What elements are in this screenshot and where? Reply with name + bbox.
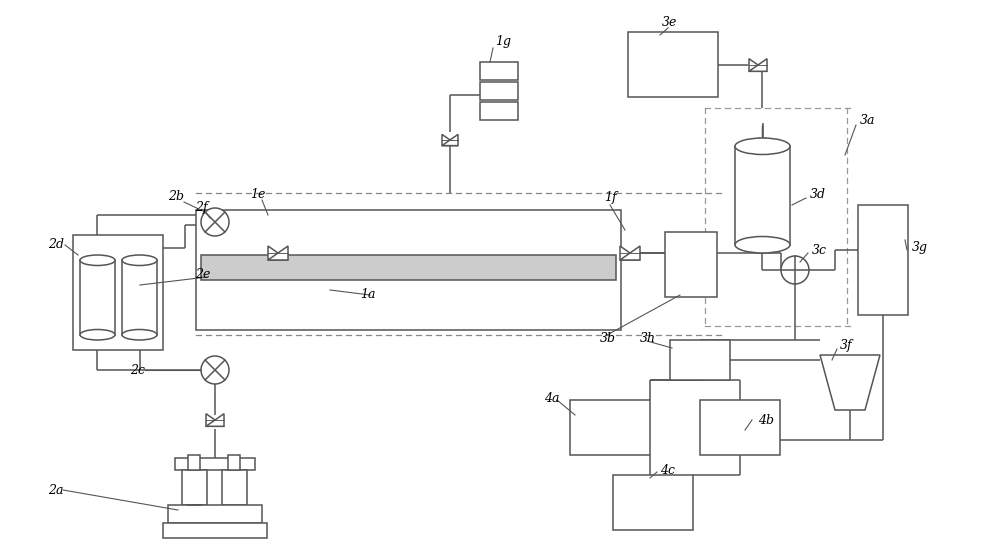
Text: 3h: 3h [640, 331, 656, 345]
Bar [175, 458, 255, 470]
Ellipse shape [122, 255, 157, 265]
Text: 3c: 3c [812, 244, 827, 256]
Polygon shape [206, 413, 224, 426]
Bar [480, 82, 518, 100]
Bar [188, 455, 200, 470]
Bar [670, 340, 730, 380]
Text: 1g: 1g [495, 36, 511, 48]
Text: 3b: 3b [600, 331, 616, 345]
Polygon shape [206, 413, 224, 426]
Text: 2f: 2f [195, 201, 208, 214]
Bar [665, 232, 717, 297]
Circle shape [201, 356, 229, 384]
Bar [613, 475, 693, 530]
Text: 4c: 4c [660, 463, 675, 477]
Text: 3f: 3f [840, 339, 853, 351]
Text: 3a: 3a [860, 114, 876, 127]
Text: 4a: 4a [544, 391, 560, 405]
Bar [80, 260, 115, 335]
Circle shape [201, 208, 229, 236]
Bar [480, 102, 518, 120]
Bar [228, 455, 240, 470]
Polygon shape [749, 59, 767, 71]
Bar [168, 505, 262, 523]
Text: 2d: 2d [48, 239, 64, 251]
Bar [201, 255, 616, 280]
Polygon shape [620, 246, 640, 260]
Polygon shape [268, 246, 288, 260]
Circle shape [781, 256, 809, 284]
Polygon shape [820, 355, 880, 410]
Bar [735, 147, 790, 245]
Text: 4b: 4b [758, 413, 774, 426]
Bar [480, 62, 518, 80]
Text: 2e: 2e [195, 269, 210, 281]
Text: 2b: 2b [168, 190, 184, 204]
Bar [73, 235, 163, 350]
Polygon shape [442, 134, 458, 145]
Bar [858, 205, 908, 315]
Bar [182, 470, 207, 505]
Bar [570, 400, 650, 455]
Ellipse shape [735, 236, 790, 253]
Text: 1f: 1f [604, 191, 617, 204]
Text: 1a: 1a [360, 289, 376, 301]
Polygon shape [442, 134, 458, 145]
Ellipse shape [735, 138, 790, 154]
Polygon shape [620, 246, 640, 260]
Text: 3d: 3d [810, 189, 826, 201]
Text: 3g: 3g [912, 241, 928, 255]
Ellipse shape [80, 255, 115, 265]
Bar [700, 400, 780, 455]
Ellipse shape [80, 330, 115, 340]
Bar [222, 470, 247, 505]
Polygon shape [749, 59, 767, 71]
Ellipse shape [122, 330, 157, 340]
Text: 2c: 2c [130, 364, 145, 376]
Text: 2a: 2a [48, 483, 64, 497]
Polygon shape [268, 246, 288, 260]
Bar [122, 260, 157, 335]
Text: 1e: 1e [250, 189, 265, 201]
Bar [196, 210, 621, 330]
Text: 3e: 3e [662, 16, 677, 28]
Bar [628, 32, 718, 97]
Bar [163, 523, 267, 538]
